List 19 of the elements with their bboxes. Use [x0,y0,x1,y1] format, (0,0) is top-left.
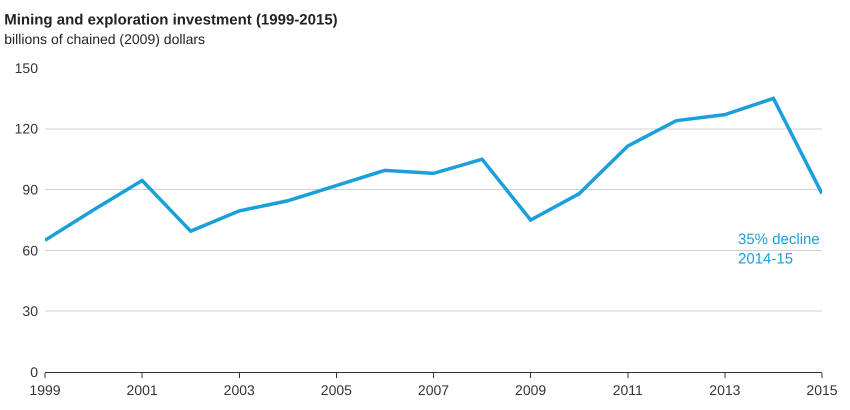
x-tick-label: 2011 [612,382,644,398]
line-series [45,96,822,242]
y-tick-label: 30 [22,303,38,320]
y-tick-label: 90 [22,182,38,198]
x-tick-label: 2009 [515,382,546,398]
x-tick-label: 1999 [29,382,61,398]
x-tick-label: 2013 [709,382,741,398]
x-tick-label: 2015 [806,382,838,398]
x-tick-label: 2003 [224,382,256,398]
x-tick-label: 2007 [418,382,450,398]
annotation: 35% decline 2014-15 [738,231,820,268]
y-tick-label: 0 [30,364,38,380]
x-tick-label: 2005 [320,382,352,398]
x-tick-label: 2001 [126,382,158,398]
chart-subtitle: billions of chained (2009) dollars [4,31,206,48]
y-tick-label: 150 [14,60,38,76]
y-tick-label: 120 [14,120,38,137]
y-tick-label: 60 [22,242,38,258]
chart-title: Mining and exploration investment (1999-2015) [4,12,338,29]
